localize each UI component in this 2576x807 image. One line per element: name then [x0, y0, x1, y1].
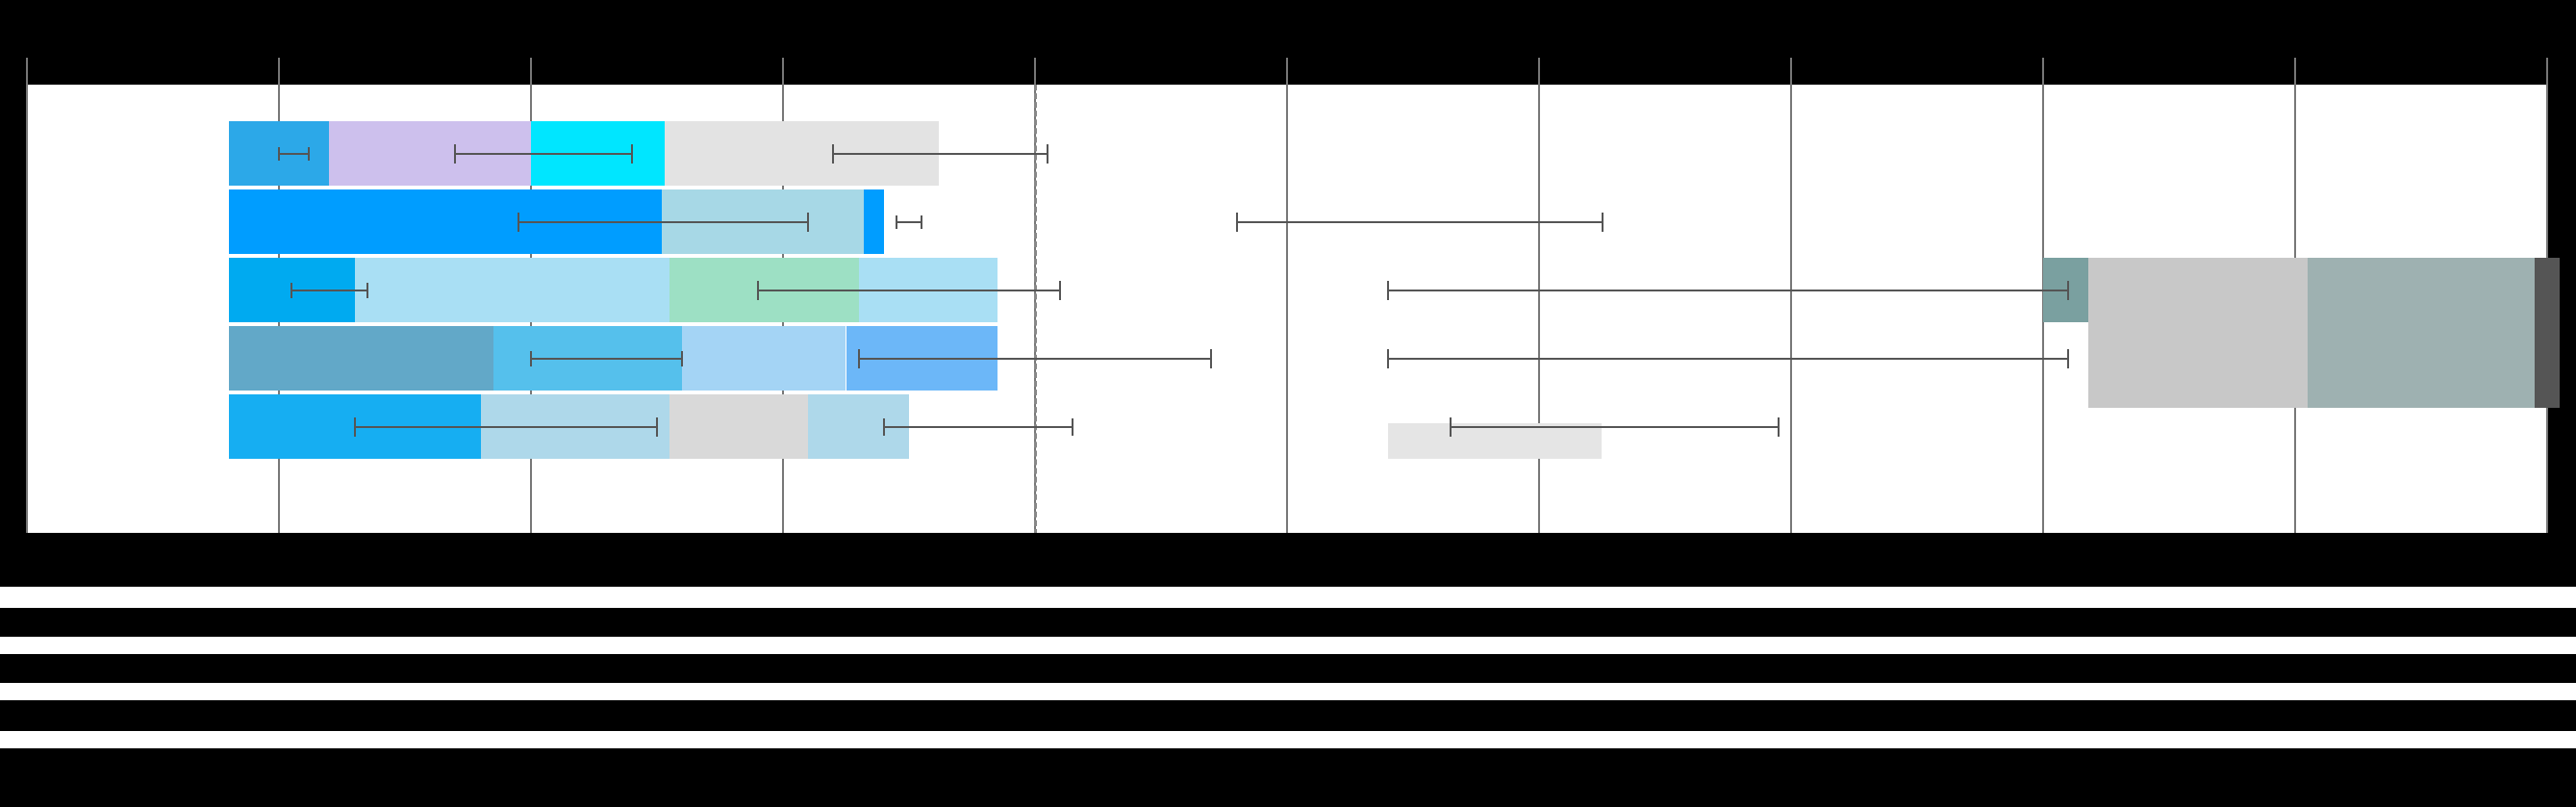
error-bar	[833, 153, 1048, 155]
footer-stripe	[0, 731, 2576, 748]
footer-stripe	[0, 550, 2576, 587]
error-bar-cap	[2067, 281, 2069, 300]
error-bar-cap	[858, 349, 860, 368]
error-bar-cap	[2067, 349, 2069, 368]
bar-segment	[2088, 258, 2308, 408]
error-bar-cap	[530, 351, 532, 366]
footer-stripe	[0, 637, 2576, 654]
error-bar-cap	[921, 215, 922, 229]
error-bar-cap	[290, 283, 292, 298]
footer-stripe	[0, 654, 2576, 683]
error-bar-cap	[1210, 349, 1212, 368]
error-bar-cap	[832, 144, 834, 164]
error-bar-cap	[1450, 417, 1452, 437]
error-bar-cap	[1236, 213, 1238, 232]
error-bar-cap	[1602, 213, 1604, 232]
error-bar-cap	[308, 147, 310, 161]
error-bar-cap	[1387, 349, 1389, 368]
bar-segment	[2535, 258, 2560, 408]
error-bar-cap	[757, 281, 759, 300]
error-bar	[279, 153, 309, 155]
footer-stripe	[0, 608, 2576, 637]
footer-stripe	[0, 683, 2576, 700]
footer-stripe	[0, 587, 2576, 608]
error-bar	[1451, 426, 1779, 428]
error-bar	[897, 221, 922, 223]
error-bar-cap	[1387, 281, 1389, 300]
axis-baseline	[0, 533, 2576, 537]
error-bar	[455, 153, 631, 155]
footer-stripe	[0, 748, 2576, 807]
error-bar-cap	[807, 213, 809, 232]
error-bar	[531, 358, 682, 360]
footer-stripe	[0, 700, 2576, 731]
bar-segment	[355, 258, 670, 322]
error-bar	[355, 426, 657, 428]
grid-line	[26, 58, 28, 535]
error-bar-cap	[354, 417, 356, 437]
error-bar-cap	[518, 213, 519, 232]
error-bar-cap	[896, 215, 897, 229]
error-bar-cap	[883, 418, 885, 436]
bar-segment	[1388, 423, 1603, 459]
error-bar	[1388, 290, 2068, 291]
error-bar	[859, 358, 1212, 360]
grid-line	[1538, 58, 1540, 535]
error-bar	[518, 221, 808, 223]
error-bar-cap	[1059, 281, 1061, 300]
error-bar-cap	[631, 144, 633, 164]
error-bar	[291, 290, 367, 291]
bar-segment	[669, 394, 808, 459]
error-bar-cap	[681, 351, 683, 366]
grid-line	[1790, 58, 1792, 535]
grid-line	[1286, 58, 1288, 535]
bar-segment	[2308, 258, 2535, 408]
bar-segment	[229, 326, 493, 391]
error-bar	[758, 290, 1060, 291]
error-bar-cap	[656, 417, 658, 437]
error-bar	[1388, 358, 2068, 360]
error-bar-cap	[278, 147, 280, 161]
error-bar-cap	[1047, 144, 1048, 164]
error-bar	[884, 426, 1073, 428]
error-bar	[1237, 221, 1603, 223]
error-bar-cap	[454, 144, 456, 164]
error-bar-cap	[1072, 418, 1073, 436]
error-bar-cap	[1778, 417, 1780, 437]
bar-segment	[682, 326, 846, 391]
error-bar-cap	[366, 283, 368, 298]
